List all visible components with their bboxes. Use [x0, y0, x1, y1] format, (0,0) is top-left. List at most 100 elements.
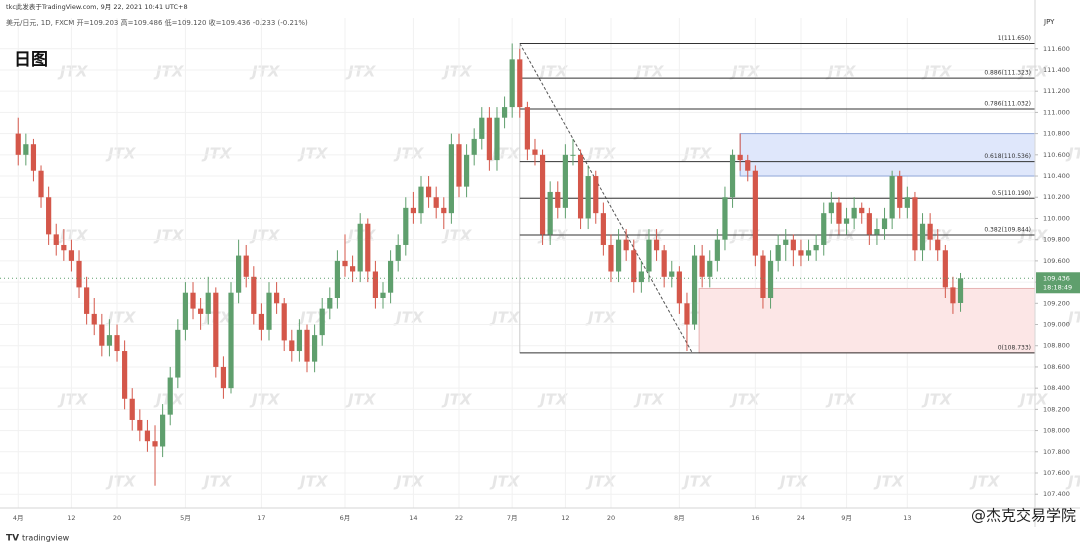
candle-body [114, 335, 120, 352]
candle-body [220, 366, 227, 389]
candle-body [463, 154, 470, 187]
candle-body [471, 138, 477, 155]
candle-body [919, 223, 926, 251]
watermark: JTX [681, 145, 713, 163]
watermark: JTX [105, 145, 137, 163]
candle-body [441, 207, 447, 214]
author-mark: @杰克交易学院 [971, 507, 1076, 525]
footer-brand: tradingview [22, 534, 70, 543]
candle-body [555, 191, 561, 208]
candle-body [783, 239, 789, 245]
candle-body [547, 191, 553, 235]
candle-body [349, 266, 356, 272]
x-tick-label: 8月 [674, 514, 685, 522]
watermark: JTX [297, 145, 329, 163]
candle-body [608, 244, 614, 272]
watermark: JTX [633, 63, 665, 81]
fib-label: 0.382(109.844) [984, 227, 1031, 234]
watermark: JTX [57, 391, 89, 409]
y-tick-label: 108.200 [1043, 405, 1070, 413]
candle-body [372, 271, 378, 298]
candle-body [859, 207, 865, 214]
candle-body [585, 176, 591, 219]
candle-body [494, 117, 500, 161]
candle-body [836, 202, 842, 224]
y-tick-label: 109.200 [1043, 299, 1070, 307]
candle-body [957, 278, 964, 303]
candle-body [501, 107, 508, 118]
y-tick-label: 111.600 [1043, 45, 1070, 53]
watermark: JTX [201, 145, 233, 163]
candle-body [661, 250, 667, 277]
y-tick-label: 110.800 [1043, 130, 1070, 138]
candle-body [775, 244, 781, 261]
candle-body [889, 176, 895, 219]
candle-body [631, 250, 637, 283]
candle-body [767, 260, 774, 298]
candle-body [258, 313, 265, 330]
y-tick-label: 110.400 [1043, 172, 1070, 180]
candle-body [418, 186, 424, 214]
candle-body [213, 292, 219, 367]
last-price-label: 109.436 [1043, 274, 1070, 282]
candle-body [53, 234, 59, 245]
zone [698, 287, 1036, 354]
candle-body [190, 292, 196, 309]
y-tick-label: 110.000 [1043, 214, 1070, 222]
candle-body [334, 260, 341, 298]
candle-body [813, 244, 819, 251]
candle-body [653, 239, 660, 251]
candle-body [38, 170, 44, 198]
watermark: JTX [777, 473, 809, 491]
watermark: JTX [489, 145, 521, 163]
candle-body [68, 250, 75, 261]
watermark: JTX [729, 63, 761, 81]
watermark: JTX [1017, 391, 1049, 409]
candle-body [84, 287, 90, 314]
watermark: JTX [297, 473, 329, 491]
watermark: JTX [345, 391, 377, 409]
y-tick-label: 111.200 [1043, 87, 1070, 95]
candle-body [950, 287, 956, 304]
watermark: JTX [489, 473, 521, 491]
watermark: JTX [249, 227, 281, 245]
currency: JPY [1043, 18, 1055, 26]
x-tick-label: 24 [797, 514, 805, 522]
candle-body [243, 255, 249, 277]
candle-body [843, 218, 850, 224]
x-tick-label: 12 [561, 514, 569, 522]
candle-body [312, 335, 318, 362]
candle-body [144, 430, 151, 442]
watermark: JTX [873, 473, 905, 491]
watermark: JTX [1065, 473, 1080, 491]
candle-body [577, 154, 584, 219]
watermark: JTX [393, 145, 425, 163]
candle-body [304, 329, 310, 362]
y-tick-label: 110.200 [1043, 193, 1070, 201]
watermark: JTX [441, 227, 473, 245]
candle-body [319, 308, 325, 336]
watermark: JTX [537, 63, 569, 81]
brand-logo: TV [6, 534, 19, 544]
candle-body [289, 340, 295, 352]
candle-body [927, 223, 933, 240]
candle-body [395, 244, 401, 261]
candle-body [23, 144, 29, 155]
x-tick-label: 7月 [507, 514, 518, 522]
candle-body [99, 324, 105, 346]
y-tick-label: 111.400 [1043, 66, 1070, 74]
watermark: JTX [201, 473, 233, 491]
candle-body [205, 292, 211, 314]
x-tick-label: 4月 [13, 514, 24, 522]
candle-body [904, 197, 910, 208]
last-price-box [1036, 272, 1080, 294]
watermark: JTX [585, 309, 617, 327]
candle-body [479, 117, 485, 139]
candle-body [15, 133, 21, 155]
fib-label: 1(111.650) [998, 35, 1031, 42]
candle-body [851, 207, 857, 219]
candle-body [152, 441, 158, 447]
candle-body [570, 154, 576, 156]
watermark: JTX [249, 391, 281, 409]
